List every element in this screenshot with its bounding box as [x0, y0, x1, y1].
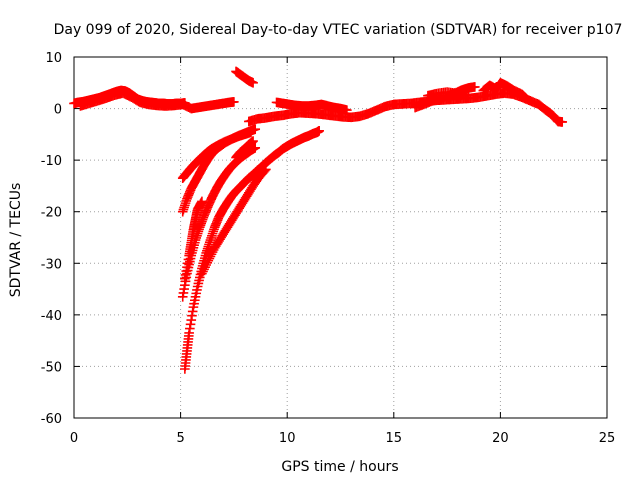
y-tick-label: -30 [41, 257, 62, 272]
data-point-depression-curves [248, 136, 258, 146]
data-point-main-band [470, 82, 480, 92]
data-point-main-band [463, 90, 474, 100]
x-tick-label: 15 [386, 431, 403, 446]
y-tick-label: 0 [54, 103, 62, 118]
y-tick-label: -50 [41, 360, 62, 375]
data-point-depression-curves [250, 142, 261, 153]
x-axis-label: GPS time / hours [281, 459, 398, 475]
data-point-depression-curves [260, 165, 270, 176]
y-axis-label: SDTVAR / TECUs [8, 183, 24, 298]
y-tick-label: -10 [41, 154, 62, 169]
x-tick-label: 20 [492, 431, 509, 446]
plot-frame [73, 56, 608, 419]
data-point-depression-curves [197, 196, 207, 207]
y-tick-label: -60 [41, 412, 62, 427]
y-tick-label: -40 [41, 309, 62, 324]
y-tick-label: 10 [45, 51, 62, 66]
axis-ticks [73, 56, 608, 419]
data-point-main-band [521, 93, 531, 104]
x-tick-label: 10 [279, 431, 296, 446]
x-tick-label: 5 [176, 431, 184, 446]
data-point-main-band [229, 97, 239, 107]
data-points [69, 66, 568, 374]
x-tick-label: 25 [599, 431, 616, 446]
x-tick-label: 0 [70, 431, 78, 446]
data-point-main-band [557, 117, 568, 127]
y-tick-label: -20 [41, 206, 62, 221]
data-point-depression-curves [246, 127, 256, 138]
tick-labels: 0 5 10 15 20 25 -60 -50 -40 -30 -20 -10 0 10 [41, 51, 616, 446]
data-point-depression-curves [314, 125, 324, 136]
data-point-short-segment [248, 77, 258, 88]
data-point-depression-curves [261, 164, 271, 175]
chart-title: Day 099 of 2020, Sidereal Day-to-day VTE… [54, 22, 623, 38]
